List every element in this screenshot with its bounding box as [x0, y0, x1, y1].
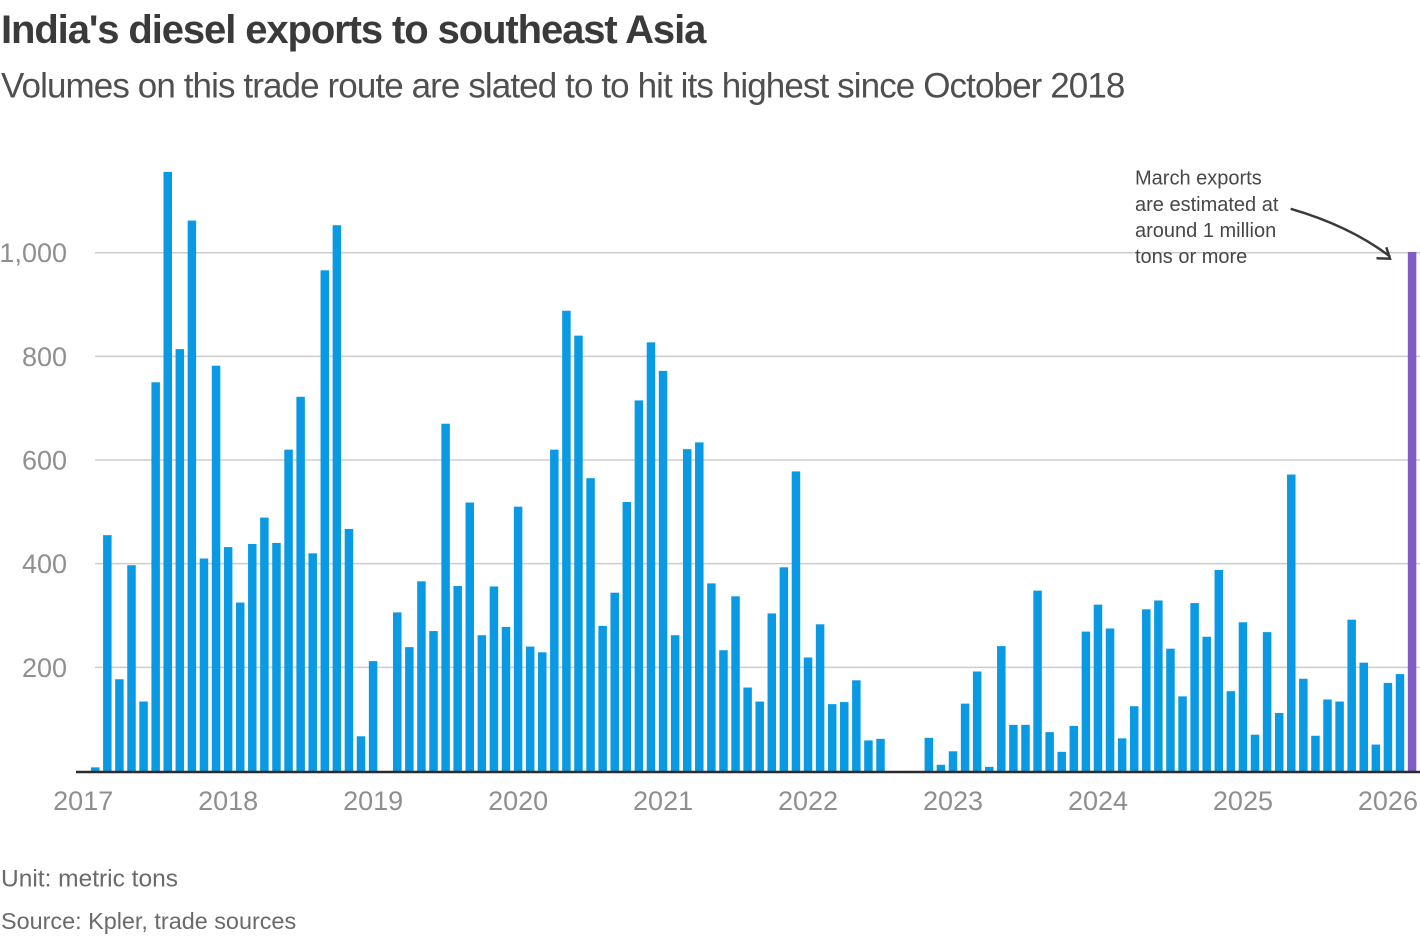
svg-text:600: 600	[22, 446, 67, 476]
svg-text:2021: 2021	[633, 786, 693, 816]
svg-text:Volumes on this trade route ar: Volumes on this trade route are slated t…	[1, 67, 1124, 106]
svg-text:tons or more: tons or more	[1135, 246, 1247, 268]
svg-text:Unit: metric tons: Unit: metric tons	[1, 866, 178, 893]
svg-text:around 1 million: around 1 million	[1135, 220, 1276, 242]
svg-text:2020: 2020	[488, 786, 548, 816]
svg-text:Source: Kpler, trade sources: Source: Kpler, trade sources	[1, 908, 296, 934]
svg-text:2025: 2025	[1213, 786, 1273, 816]
svg-text:2017: 2017	[53, 786, 113, 816]
svg-text:2024: 2024	[1068, 786, 1128, 816]
svg-text:1,000: 1,000	[0, 238, 67, 268]
svg-text:2019: 2019	[343, 786, 403, 816]
svg-text:800: 800	[22, 342, 67, 372]
svg-text:are estimated at: are estimated at	[1135, 194, 1279, 216]
svg-text:200: 200	[22, 653, 67, 683]
svg-text:India's diesel exports to sout: India's diesel exports to southeast Asia	[1, 8, 707, 52]
svg-text:2026: 2026	[1358, 786, 1418, 816]
svg-text:400: 400	[22, 549, 67, 579]
svg-text:2018: 2018	[198, 786, 258, 816]
svg-text:2022: 2022	[778, 786, 838, 816]
svg-text:March exports: March exports	[1135, 168, 1262, 190]
svg-text:2023: 2023	[923, 786, 983, 816]
